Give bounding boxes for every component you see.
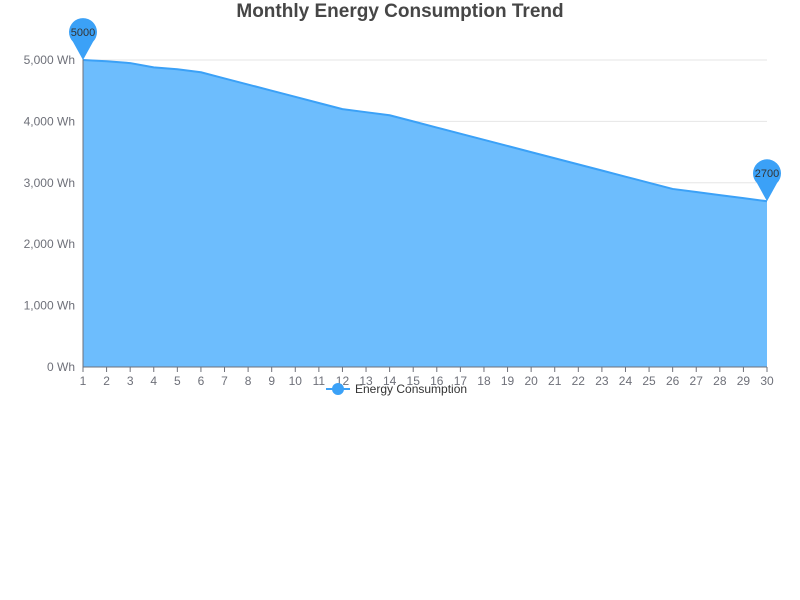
x-tick-label: 14 — [383, 374, 397, 388]
y-tick-label: 1,000 Wh — [24, 299, 75, 313]
x-tick-label: 26 — [666, 374, 680, 388]
legend[interactable]: Energy Consumption — [326, 382, 467, 396]
chart-title: Monthly Energy Consumption Trend — [236, 1, 564, 22]
y-tick-label: 0 Wh — [47, 360, 75, 374]
x-tick-label: 30 — [760, 374, 774, 388]
x-tick-label: 25 — [642, 374, 656, 388]
x-tick-label: 18 — [477, 374, 491, 388]
x-tick-label: 23 — [595, 374, 609, 388]
x-tick-label: 24 — [619, 374, 633, 388]
x-tick-label: 4 — [150, 374, 157, 388]
x-tick-label: 11 — [313, 374, 326, 388]
x-tick-label: 2 — [103, 374, 110, 388]
series-line — [82, 59, 768, 203]
y-axis: 0 Wh 1,000 Wh 2,000 Wh 3,000 Wh 4,000 Wh 5,00… — [24, 53, 84, 374]
x-axis: 1 2 3 4 5 6 7 8 9 10 11 12 13 14 15 16 17 18 19 20 21 22 23 24 2… — [80, 366, 774, 388]
x-tick-label: 28 — [713, 374, 727, 388]
legend-label: Energy Consumption — [355, 382, 467, 396]
x-tick-label: 5 — [174, 374, 181, 388]
y-tick-label: 5,000 Wh — [24, 53, 75, 67]
x-tick-label: 17 — [454, 374, 468, 388]
marker-pin — [753, 159, 782, 202]
y-tick-label: 3,000 Wh — [24, 176, 75, 190]
y-tick-label: 4,000 Wh — [24, 114, 75, 128]
x-tick-label: 8 — [245, 374, 252, 388]
y-tick-label: 2,000 Wh — [24, 237, 75, 251]
x-tick-label: 9 — [268, 374, 275, 388]
x-tick-label: 22 — [572, 374, 586, 388]
x-tick-label: 16 — [430, 374, 444, 388]
x-tick-label: 6 — [198, 374, 205, 388]
marker-label: 2700 — [755, 168, 779, 180]
x-tick-label: 15 — [407, 374, 421, 388]
marker-pin — [69, 18, 97, 60]
area-fill — [83, 60, 767, 367]
x-tick-label: 1 — [80, 374, 87, 388]
x-tick-label: 19 — [501, 374, 515, 388]
x-tick-label: 29 — [737, 374, 751, 388]
marker-pins: 5000 2700 — [69, 18, 782, 202]
legend-marker — [332, 383, 344, 395]
x-tick-label: 21 — [548, 374, 562, 388]
marker-label: 5000 — [71, 27, 95, 39]
area-series — [82, 59, 768, 367]
x-tick-label: 27 — [690, 374, 704, 388]
x-tick-label: 13 — [359, 374, 373, 388]
x-tick-label: 3 — [127, 374, 134, 388]
x-tick-label: 20 — [524, 374, 538, 388]
x-tick-label: 7 — [221, 374, 228, 388]
x-tick-label: 10 — [289, 374, 303, 388]
